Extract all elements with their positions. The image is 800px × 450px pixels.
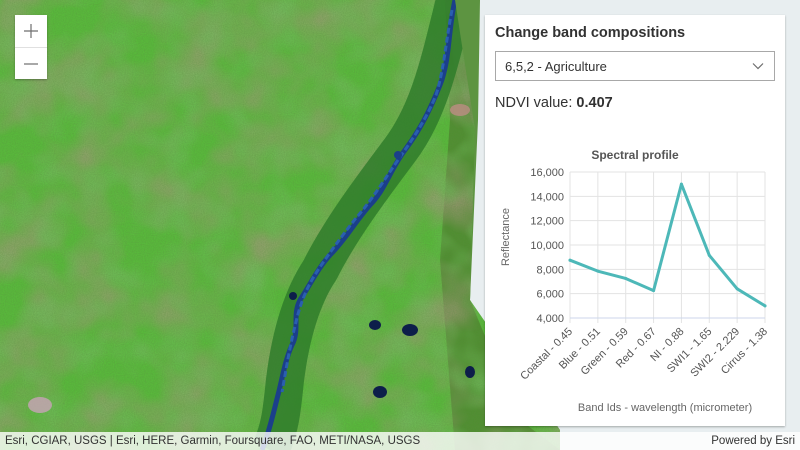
selected-option: 6,5,2 - Agriculture [505, 58, 607, 74]
chart-y-tick-label: 10,000 [530, 240, 564, 252]
chevron-down-icon [752, 63, 764, 70]
ndvi-label: NDVI value: [495, 95, 573, 111]
chart-y-axis-label: Reflectance [500, 208, 512, 266]
powered-by-esri[interactable]: Powered by Esri [711, 435, 795, 447]
zoom-controls [15, 15, 47, 79]
zoom-in-button[interactable] [15, 15, 47, 47]
chart-y-tick-label: 16,000 [530, 167, 564, 179]
panel-title: Change band compositions [495, 25, 686, 41]
spectral-profile-chart: Spectral profile Reflectance Band Ids - … [485, 135, 785, 425]
chart-series-line [568, 182, 767, 308]
chart-data-point [596, 269, 600, 273]
chart-y-tick-label: 14,000 [530, 191, 564, 203]
chart-y-tick-label: 4,000 [536, 313, 564, 325]
map-attribution: Esri, CGIAR, USGS | Esri, HERE, Garmin, … [0, 432, 800, 450]
minus-icon [24, 62, 38, 65]
chart-data-point [652, 289, 656, 293]
chart-data-point [624, 276, 628, 280]
chart-data-point [568, 258, 572, 262]
chart-data-point [707, 253, 711, 257]
chart-title: Spectral profile [591, 148, 679, 162]
attribution-text: Esri, CGIAR, USGS | Esri, HERE, Garmin, … [5, 435, 421, 447]
chart-svg: Spectral profile Reflectance Band Ids - … [500, 148, 770, 414]
band-composition-panel: Change band compositions 6,5,2 - Agricul… [485, 15, 785, 426]
chart-y-tick-label: 8,000 [536, 264, 564, 276]
chart-x-axis-label: Band Ids - wavelength (micrometer) [578, 402, 752, 414]
zoom-out-button[interactable] [15, 47, 47, 79]
chart-data-point [679, 182, 683, 186]
band-composition-select[interactable]: 6,5,2 - Agriculture [495, 51, 775, 81]
chart-y-tick-label: 6,000 [536, 289, 564, 301]
chart-y-tick-label: 12,000 [530, 216, 564, 228]
plus-icon [24, 24, 38, 38]
chart-data-point [763, 304, 767, 308]
ndvi-value: 0.407 [576, 95, 613, 111]
chart-data-point [735, 287, 739, 291]
ndvi-readout: NDVI value: 0.407 [495, 95, 775, 111]
